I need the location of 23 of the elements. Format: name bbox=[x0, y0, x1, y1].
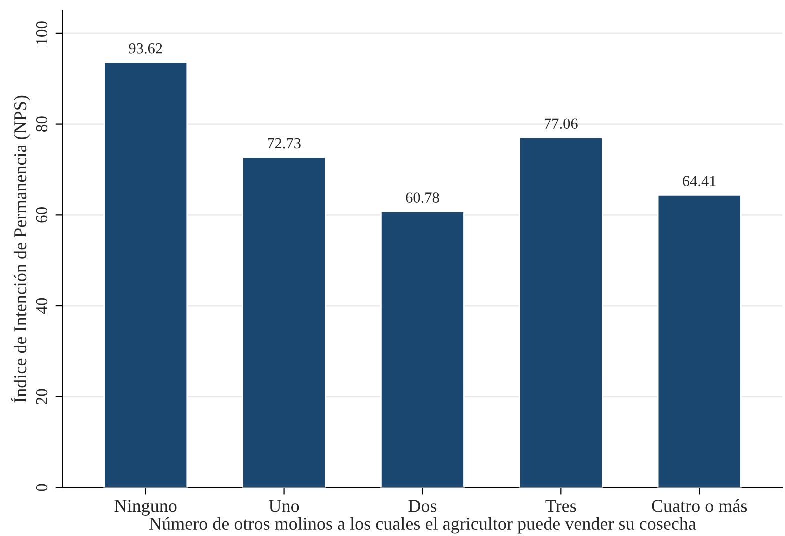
y-tick-label: 0 bbox=[36, 484, 48, 492]
y-tick-label: 80 bbox=[36, 116, 48, 132]
bar bbox=[518, 136, 604, 488]
x-axis-title: Número de otros molinos a los cuales el agricultor puede vender su cosecha bbox=[149, 517, 696, 534]
bar bbox=[242, 156, 327, 488]
y-tick-label: 60 bbox=[36, 207, 48, 223]
data-label: 64.41 bbox=[683, 176, 716, 187]
x-tick-label: Uno bbox=[269, 500, 300, 512]
bar bbox=[657, 194, 742, 488]
y-tick-label: 20 bbox=[36, 389, 48, 404]
x-tick-label: Ninguno bbox=[114, 500, 177, 516]
data-label: 60.78 bbox=[406, 192, 440, 204]
bar bbox=[380, 210, 465, 488]
y-tick-label: 100 bbox=[36, 22, 48, 44]
x-tick-label: Cuatro o más bbox=[652, 500, 748, 512]
data-label: 72.73 bbox=[268, 138, 301, 149]
x-tick-label: Tres bbox=[546, 500, 576, 512]
y-tick-label: 40 bbox=[36, 298, 48, 314]
data-label: 93.62 bbox=[129, 43, 162, 54]
bar bbox=[104, 62, 188, 488]
data-label: 77.06 bbox=[544, 118, 578, 130]
y-axis-title: Índice de Intención de Permanencia (NPS) bbox=[11, 96, 30, 403]
x-tick-label: Dos bbox=[408, 500, 437, 512]
